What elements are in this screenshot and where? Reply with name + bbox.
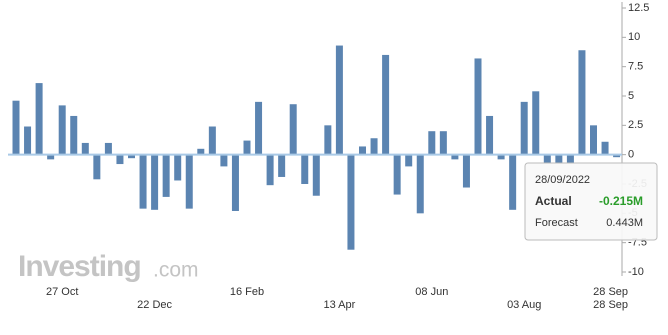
bar: [543, 154, 551, 163]
tooltip-actual-label: Actual: [535, 194, 572, 208]
x-tick-label: 16 Feb: [230, 286, 264, 298]
tooltip-actual: -0.215M: [599, 194, 643, 208]
bar: [104, 142, 112, 155]
bar: [197, 148, 205, 155]
brand-name: Investing: [18, 250, 141, 283]
bar: [462, 154, 470, 188]
bar: [266, 154, 274, 186]
bar: [70, 115, 78, 155]
bar: [93, 154, 101, 180]
x-tick-label: 28 Sep: [593, 286, 628, 298]
bar: [439, 131, 447, 155]
bar: [139, 154, 147, 209]
bar: [578, 50, 586, 155]
bar: [47, 154, 55, 160]
x-tick-label: 03 Aug: [507, 299, 541, 311]
bar: [12, 100, 20, 155]
bar: [532, 91, 540, 155]
bar: [509, 154, 517, 210]
bar: [151, 154, 159, 210]
bar: [359, 146, 366, 155]
bar: [278, 154, 286, 177]
y-tick-label: 12.5: [628, 2, 649, 14]
bar: [497, 154, 505, 160]
bar: [289, 104, 297, 155]
bar: [590, 125, 597, 155]
bar: [405, 154, 413, 167]
bar: [116, 154, 124, 165]
bar: [128, 154, 135, 159]
bar: [382, 54, 390, 155]
bar: [393, 154, 401, 195]
bar: [208, 126, 216, 155]
bar: [347, 154, 355, 250]
bar: [24, 126, 32, 155]
bar: [231, 154, 239, 211]
x-tick-label: 08 Jun: [415, 286, 448, 298]
bar: [474, 58, 482, 155]
brand-suffix: .com: [153, 259, 199, 282]
bar: [255, 101, 263, 155]
bar: [324, 125, 332, 155]
bar: [301, 154, 309, 184]
bar: [174, 154, 182, 181]
bar: [451, 154, 459, 160]
y-tick-label: -10: [628, 266, 644, 278]
bar: [312, 154, 320, 196]
y-tick-label: 2.5: [628, 119, 643, 131]
bar: [185, 154, 193, 209]
bar: [243, 140, 251, 155]
x-tick-label: 13 Apr: [323, 299, 355, 311]
x-tick-label: 22 Dec: [137, 299, 172, 311]
bar: [601, 141, 609, 155]
tooltip-forecast-label: Forecast: [535, 217, 578, 229]
bar: [220, 154, 228, 167]
bar: [416, 154, 424, 214]
bar: [58, 105, 66, 155]
x-tick-label: 27 Oct: [46, 286, 78, 298]
tooltip-date: 28/09/2022: [535, 174, 590, 186]
bar: [428, 131, 436, 155]
tooltip-forecast: 0.443M: [606, 217, 643, 229]
bar: [486, 115, 494, 155]
bar: [370, 138, 378, 155]
y-tick-label: 5: [628, 90, 634, 102]
y-tick-label: 0: [628, 149, 634, 161]
bar: [613, 154, 621, 158]
bar: [520, 101, 528, 155]
tooltip-box: [524, 162, 658, 241]
bar: [566, 154, 574, 163]
bar: [162, 154, 170, 197]
bar: [81, 142, 89, 155]
y-tick-label: 10: [628, 31, 640, 43]
y-tick-label: 7.5: [628, 61, 643, 73]
bar: [335, 45, 343, 155]
bar: [555, 154, 563, 163]
bar: [35, 83, 43, 155]
x-tick-label: 28 Sep: [593, 299, 628, 311]
